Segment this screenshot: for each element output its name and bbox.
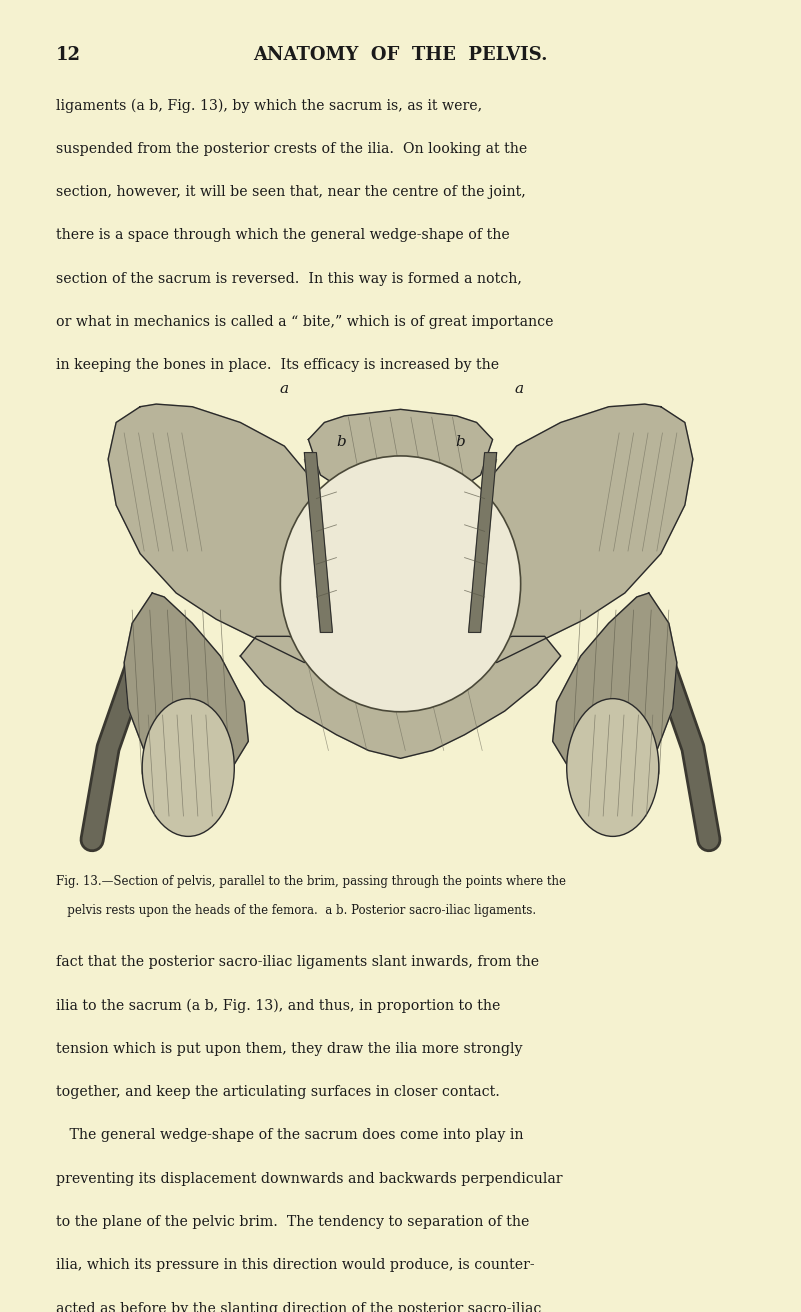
Ellipse shape <box>567 698 658 837</box>
Text: b: b <box>455 434 465 449</box>
Text: pelvis rests upon the heads of the femora.  a b. Posterior sacro-iliac ligaments: pelvis rests upon the heads of the femor… <box>56 904 536 917</box>
FancyBboxPatch shape <box>104 400 697 859</box>
Text: tension which is put upon them, they draw the ilia more strongly: tension which is put upon them, they dra… <box>56 1042 522 1056</box>
Text: together, and keep the articulating surfaces in closer contact.: together, and keep the articulating surf… <box>56 1085 500 1099</box>
Text: b: b <box>336 434 346 449</box>
Polygon shape <box>304 453 332 632</box>
Text: to the plane of the pelvic brim.  The tendency to separation of the: to the plane of the pelvic brim. The ten… <box>56 1215 529 1229</box>
Text: a: a <box>280 382 289 396</box>
Polygon shape <box>481 404 693 663</box>
Text: acted as before by the slanting direction of the posterior sacro-iliac: acted as before by the slanting directio… <box>56 1302 541 1312</box>
Text: The general wedge-shape of the sacrum does come into play in: The general wedge-shape of the sacrum do… <box>56 1128 524 1143</box>
Text: ilia, which its pressure in this direction would produce, is counter-: ilia, which its pressure in this directi… <box>56 1258 535 1273</box>
Text: preventing its displacement downwards and backwards perpendicular: preventing its displacement downwards an… <box>56 1172 562 1186</box>
Polygon shape <box>308 409 493 488</box>
Text: section, however, it will be seen that, near the centre of the joint,: section, however, it will be seen that, … <box>56 185 525 199</box>
Polygon shape <box>240 636 561 758</box>
Text: ilia to the sacrum (a b, Fig. 13), and thus, in proportion to the: ilia to the sacrum (a b, Fig. 13), and t… <box>56 998 501 1013</box>
Text: fact that the posterior sacro-iliac ligaments slant inwards, from the: fact that the posterior sacro-iliac liga… <box>56 955 539 970</box>
Ellipse shape <box>280 455 521 711</box>
Polygon shape <box>108 404 320 663</box>
Polygon shape <box>553 593 677 790</box>
Polygon shape <box>473 459 497 643</box>
Text: 12: 12 <box>56 46 81 64</box>
Text: ANATOMY  OF  THE  PELVIS.: ANATOMY OF THE PELVIS. <box>253 46 548 64</box>
Polygon shape <box>304 459 328 643</box>
Text: suspended from the posterior crests of the ilia.  On looking at the: suspended from the posterior crests of t… <box>56 142 527 156</box>
Text: a: a <box>514 382 524 396</box>
Ellipse shape <box>143 698 234 837</box>
Text: in keeping the bones in place.  Its efficacy is increased by the: in keeping the bones in place. Its effic… <box>56 358 499 373</box>
Polygon shape <box>124 593 248 790</box>
Polygon shape <box>469 453 497 632</box>
Text: or what in mechanics is called a “ bite,” which is of great importance: or what in mechanics is called a “ bite,… <box>56 315 553 329</box>
Text: ligaments (a b, Fig. 13), by which the sacrum is, as it were,: ligaments (a b, Fig. 13), by which the s… <box>56 98 482 113</box>
Text: there is a space through which the general wedge-shape of the: there is a space through which the gener… <box>56 228 509 243</box>
Text: Fig. 13.—Section of pelvis, parallel to the brim, passing through the points whe: Fig. 13.—Section of pelvis, parallel to … <box>56 875 566 888</box>
Text: section of the sacrum is reversed.  In this way is formed a notch,: section of the sacrum is reversed. In th… <box>56 272 522 286</box>
